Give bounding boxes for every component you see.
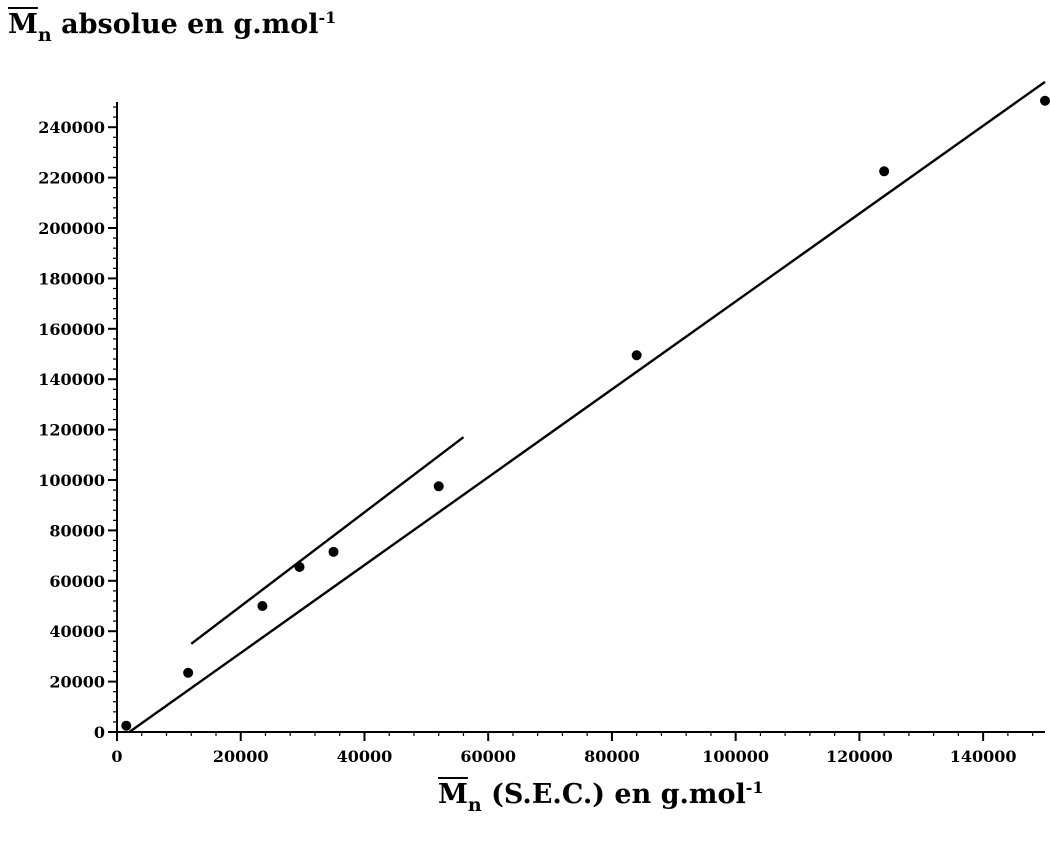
y-tick-label: 120000 [38, 421, 105, 440]
y-axis-label-symbol: M [8, 9, 38, 40]
data-point [294, 561, 305, 572]
data-point [879, 166, 890, 177]
data-point [257, 601, 268, 611]
fit-lines [128, 80, 1046, 733]
data-point [328, 546, 339, 557]
y-tick-label: 60000 [49, 572, 105, 591]
y-tick-label: 220000 [38, 169, 105, 188]
y-axis-label: Mn absolue en g.mol-1 [8, 8, 336, 46]
fit-line [128, 80, 1046, 733]
x-axis-label-subscript: n [467, 794, 482, 816]
y-tick-label: 240000 [38, 118, 105, 137]
data-points [121, 95, 1050, 731]
axes: 0 20000 40000 60000 80000 100000 120000 140000 1… [38, 102, 1045, 766]
x-tick-label: 140000 [950, 747, 1017, 766]
y-tick-label: 80000 [49, 521, 105, 540]
data-point [1040, 95, 1050, 106]
x-tick-label: 20000 [213, 747, 269, 766]
y-axis-label-text: absolue en g.mol [61, 9, 319, 40]
x-axis-label: Mn (S.E.C.) en g.mol-1 [438, 778, 764, 816]
x-axis-label-symbol: M [438, 779, 468, 810]
x-tick-label: 40000 [337, 747, 393, 766]
y-axis-label-superscript: -1 [318, 8, 337, 27]
x-axis-label-text: (S.E.C.) en g.mol [491, 779, 746, 810]
y-tick-label: 140000 [38, 370, 105, 389]
y-axis-label-subscript: n [37, 24, 52, 46]
y-tick-label: 20000 [49, 673, 105, 692]
x-tick-label: 60000 [460, 747, 516, 766]
x-tick-label: 80000 [584, 747, 640, 766]
y-tick-label: 0 [94, 723, 105, 742]
data-point [183, 667, 194, 678]
y-tick-label: 40000 [49, 622, 105, 641]
y-tick-label: 160000 [38, 320, 105, 339]
fit-line [190, 436, 465, 645]
y-tick-label: 200000 [38, 219, 105, 238]
x-tick-label: 120000 [826, 747, 893, 766]
y-tick-label: 100000 [38, 471, 105, 490]
y-tick-label: 180000 [38, 269, 105, 288]
x-tick-label: 100000 [702, 747, 769, 766]
data-point [631, 350, 642, 361]
x-tick-label: 0 [111, 747, 122, 766]
data-point [121, 720, 132, 731]
x-axis-label-superscript: -1 [745, 778, 764, 797]
data-point [433, 481, 444, 492]
